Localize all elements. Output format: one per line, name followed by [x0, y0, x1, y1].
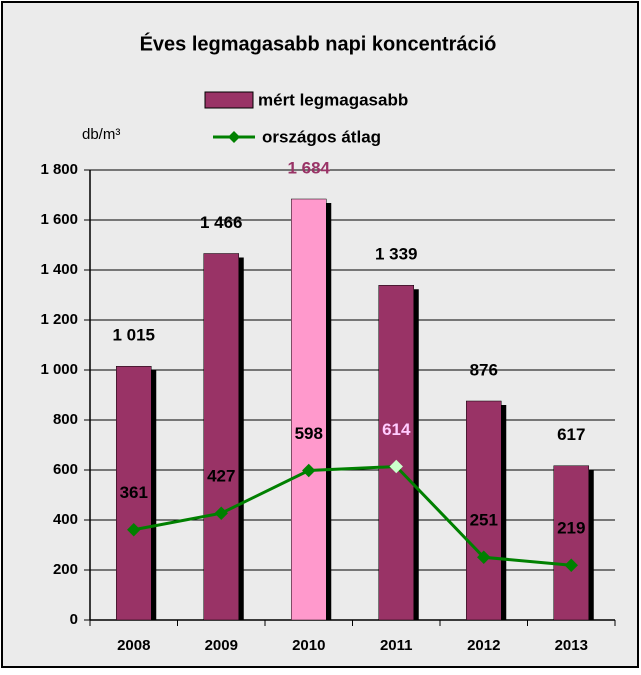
y-tick-label: 400 — [53, 511, 78, 528]
bar-value-label: 617 — [557, 425, 585, 444]
line-value-label: 427 — [207, 467, 235, 486]
y-tick-label: 600 — [53, 461, 78, 478]
x-tick-label: 2008 — [117, 637, 150, 654]
bar — [378, 285, 414, 621]
line-value-label: 219 — [557, 519, 585, 538]
bar-value-label: 1 684 — [287, 158, 330, 177]
y-unit: db/m³ — [82, 126, 120, 143]
x-tick-label: 2013 — [555, 637, 588, 654]
line-value-label: 251 — [470, 511, 498, 530]
line-marker — [477, 550, 491, 564]
line-marker — [302, 463, 316, 478]
y-tick-label: 1 800 — [40, 161, 78, 178]
y-tick-label: 1 000 — [40, 361, 78, 378]
line-marker — [564, 558, 578, 572]
legend-label: országos átlag — [262, 127, 381, 146]
legend-swatch — [204, 91, 254, 109]
line-value-label: 361 — [120, 483, 148, 502]
y-tick-label: 800 — [53, 411, 78, 428]
bar — [203, 253, 239, 621]
bar — [291, 198, 327, 621]
chart-title: Éves legmagasabb napi koncentráció — [140, 32, 497, 55]
bar-value-label: 1 466 — [200, 213, 243, 232]
bar — [116, 366, 152, 621]
y-tick-label: 200 — [53, 561, 78, 578]
x-tick-label: 2009 — [205, 637, 238, 654]
bar-value-label: 876 — [470, 360, 498, 379]
x-tick-label: 2012 — [467, 637, 500, 654]
y-tick-label: 0 — [70, 611, 78, 628]
x-tick-label: 2011 — [380, 637, 413, 654]
bar-value-label: 1 339 — [375, 245, 418, 264]
line-marker — [214, 506, 228, 520]
line-marker — [389, 459, 403, 474]
x-tick-label: 2010 — [292, 637, 325, 654]
bar — [553, 465, 589, 621]
legend-label: mért legmagasabb — [258, 90, 408, 109]
bar — [466, 400, 502, 621]
line-value-label: 614 — [382, 420, 411, 439]
y-tick-label: 1 600 — [40, 211, 78, 228]
y-tick-label: 1 400 — [40, 261, 78, 278]
y-tick-label: 1 200 — [40, 311, 78, 328]
line — [133, 464, 572, 567]
line-marker — [127, 523, 141, 537]
legend-swatch — [228, 131, 240, 143]
line-value-label: 598 — [295, 424, 323, 443]
bar-value-label: 1 015 — [112, 326, 155, 345]
